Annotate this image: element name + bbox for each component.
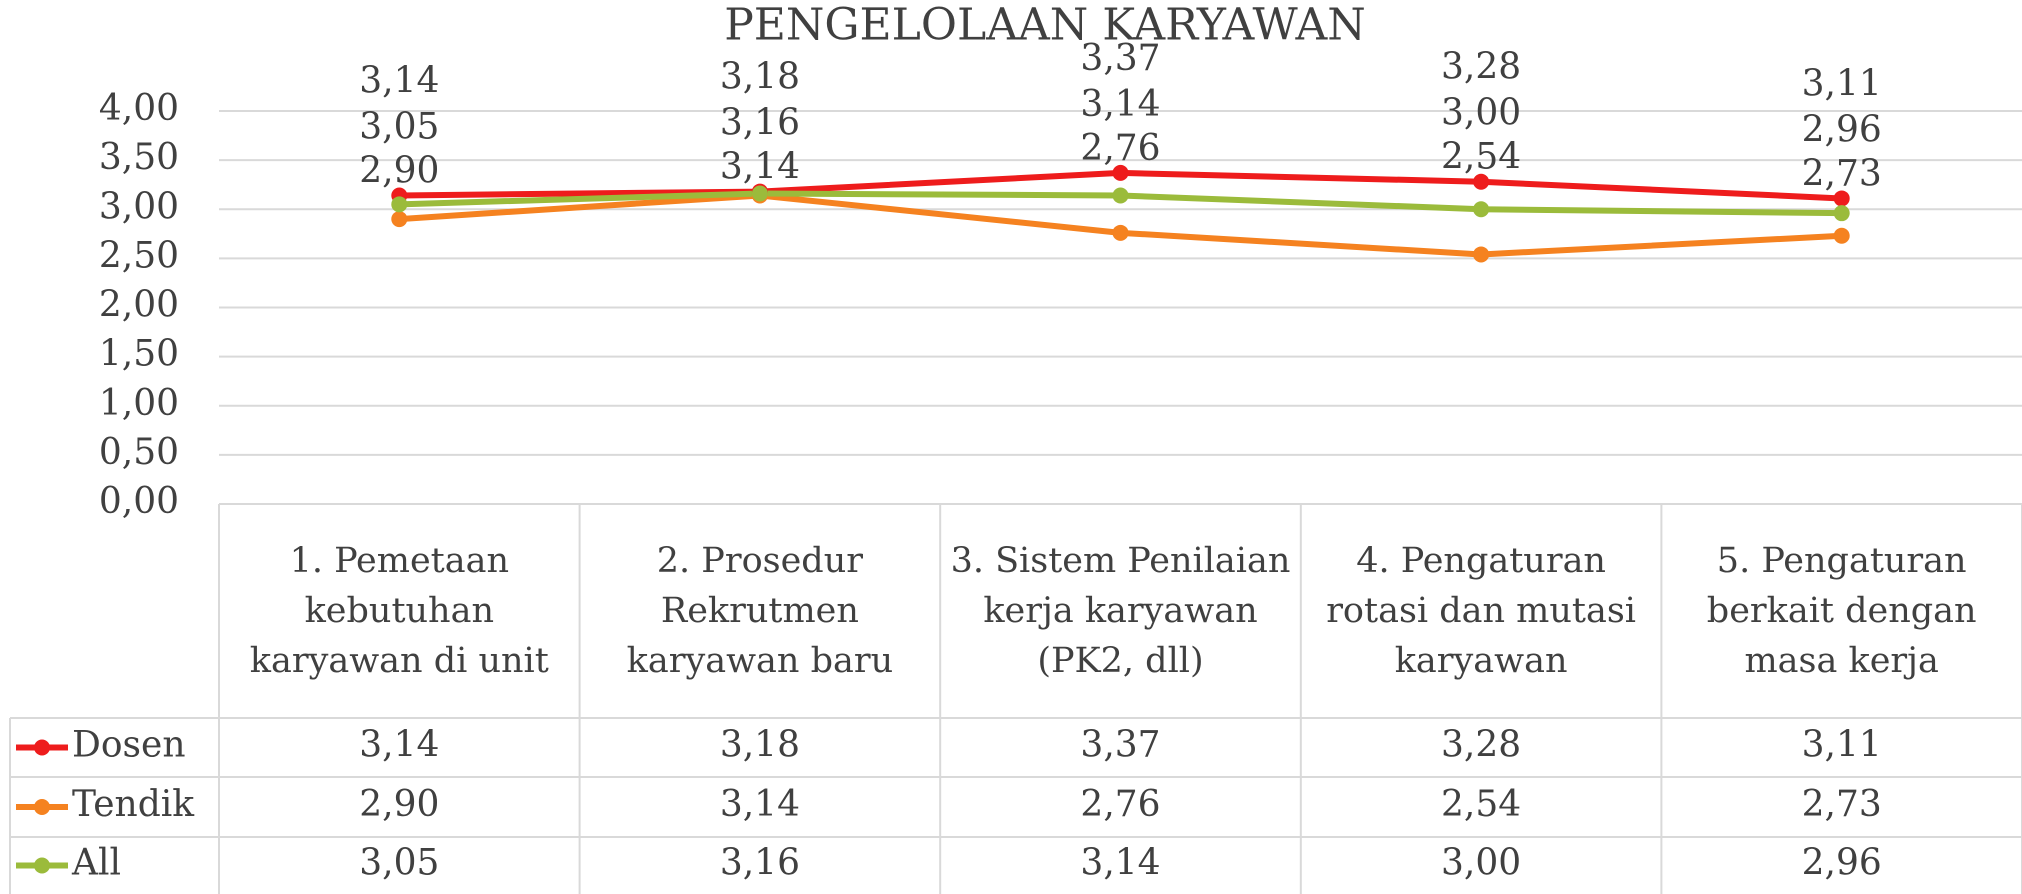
legend-label: Dosen bbox=[72, 725, 186, 766]
point bbox=[1473, 173, 1490, 190]
data-label: 3,11 bbox=[1802, 63, 1882, 104]
table-value: 2,90 bbox=[359, 784, 439, 825]
table-value: 3,14 bbox=[359, 725, 439, 766]
category-cell: 1. Pemetaan kebutuhan karyawan di unit bbox=[249, 541, 549, 681]
table-value: 3,14 bbox=[1080, 843, 1160, 884]
point bbox=[1833, 227, 1850, 244]
point bbox=[1112, 164, 1129, 181]
table-value: 2,96 bbox=[1802, 843, 1882, 884]
point bbox=[1833, 190, 1850, 207]
data-label: 3,14 bbox=[359, 60, 439, 101]
legend-marker bbox=[34, 799, 50, 815]
point bbox=[751, 185, 768, 202]
y-tick-label: 1,00 bbox=[99, 383, 179, 424]
legend-marker bbox=[34, 739, 50, 756]
data-label: 3,00 bbox=[1441, 93, 1521, 134]
data-label: 3,28 bbox=[1441, 47, 1521, 88]
table-value: 2,54 bbox=[1441, 784, 1521, 825]
point bbox=[1473, 201, 1490, 218]
data-label: 3,05 bbox=[359, 106, 439, 147]
point bbox=[1112, 187, 1129, 204]
y-tick-label: 0,00 bbox=[99, 481, 179, 522]
data-label: 2,90 bbox=[359, 150, 439, 191]
y-tick-label: 4,00 bbox=[99, 88, 179, 129]
category-cell: 5. Pengaturan berkait dengan masa kerja bbox=[1706, 541, 1977, 681]
table-value: 3,14 bbox=[720, 784, 800, 825]
table-value: 3,11 bbox=[1802, 725, 1882, 766]
table-value: 3,05 bbox=[359, 843, 439, 884]
table-value: 3,16 bbox=[720, 843, 800, 884]
point bbox=[1833, 205, 1850, 222]
data-label: 3,14 bbox=[720, 147, 800, 188]
y-tick-label: 2,50 bbox=[99, 235, 179, 276]
legend-label: All bbox=[71, 843, 121, 884]
point bbox=[1112, 224, 1129, 241]
x-tick-label: 3. Sistem Penilaian kerja karyawan (PK2,… bbox=[950, 541, 1291, 681]
data-label: 2,73 bbox=[1802, 153, 1882, 194]
category-cell: 4. Pengaturan rotasi dan mutasi karyawan bbox=[1326, 541, 1636, 681]
data-label: 3,37 bbox=[1080, 38, 1160, 79]
legend-label: Tendik bbox=[72, 784, 195, 825]
category-cell: 3. Sistem Penilaian kerja karyawan (PK2,… bbox=[950, 541, 1291, 681]
table-value: 3,37 bbox=[1080, 725, 1160, 766]
table-value: 2,73 bbox=[1802, 784, 1882, 825]
legend-marker bbox=[34, 857, 50, 874]
point bbox=[391, 196, 408, 213]
data-label: 2,76 bbox=[1080, 128, 1160, 169]
x-tick-label: 2. Prosedur Rekrutmen karyawan baru bbox=[626, 541, 894, 681]
table-value: 3,00 bbox=[1441, 843, 1521, 884]
point bbox=[1473, 246, 1490, 263]
y-tick-label: 3,50 bbox=[99, 137, 179, 178]
data-label: 3,16 bbox=[720, 103, 800, 144]
x-tick-label: 4. Pengaturan rotasi dan mutasi karyawan bbox=[1326, 541, 1636, 681]
point bbox=[391, 211, 408, 228]
data-label: 2,96 bbox=[1802, 109, 1882, 150]
table-value: 3,28 bbox=[1441, 725, 1521, 766]
y-tick-label: 0,50 bbox=[99, 432, 179, 473]
data-label: 3,14 bbox=[1080, 84, 1160, 125]
x-tick-label: 1. Pemetaan kebutuhan karyawan di unit bbox=[249, 541, 549, 681]
x-tick-label: 5. Pengaturan berkait dengan masa kerja bbox=[1706, 541, 1977, 681]
y-tick-label: 1,50 bbox=[99, 334, 179, 375]
category-cell: 2. Prosedur Rekrutmen karyawan baru bbox=[626, 541, 894, 681]
data-label: 2,54 bbox=[1441, 137, 1521, 178]
data-label: 3,18 bbox=[720, 57, 800, 98]
table-value: 2,76 bbox=[1080, 784, 1160, 825]
y-tick-label: 2,00 bbox=[99, 285, 179, 326]
table-value: 3,18 bbox=[720, 725, 800, 766]
chart-title: PENGELOLAAN KARYAWAN bbox=[724, 0, 1366, 51]
y-tick-label: 3,00 bbox=[99, 186, 179, 227]
